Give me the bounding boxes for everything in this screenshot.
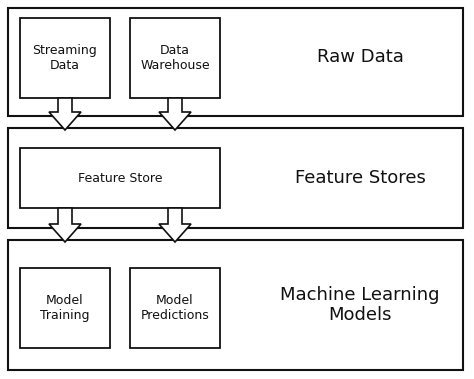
Bar (8, 240, 463, 370)
Text: Streaming
Data: Streaming Data (33, 44, 97, 72)
Bar (20, 268, 110, 348)
Text: Model
Training: Model Training (40, 294, 90, 322)
Bar (130, 268, 220, 348)
Polygon shape (159, 208, 191, 242)
Polygon shape (159, 98, 191, 130)
Text: Raw Data: Raw Data (317, 48, 403, 66)
Text: Data
Warehouse: Data Warehouse (140, 44, 210, 72)
Bar (8, 128, 463, 228)
Bar (8, 8, 463, 116)
Text: Feature Stores: Feature Stores (294, 169, 426, 187)
Text: Model
Predictions: Model Predictions (141, 294, 210, 322)
Text: Machine Learning
Models: Machine Learning Models (280, 286, 440, 324)
Bar (20, 18, 110, 98)
Bar (130, 18, 220, 98)
Polygon shape (49, 98, 81, 130)
Bar (20, 148, 220, 208)
Polygon shape (49, 208, 81, 242)
Text: Feature Store: Feature Store (78, 172, 162, 185)
